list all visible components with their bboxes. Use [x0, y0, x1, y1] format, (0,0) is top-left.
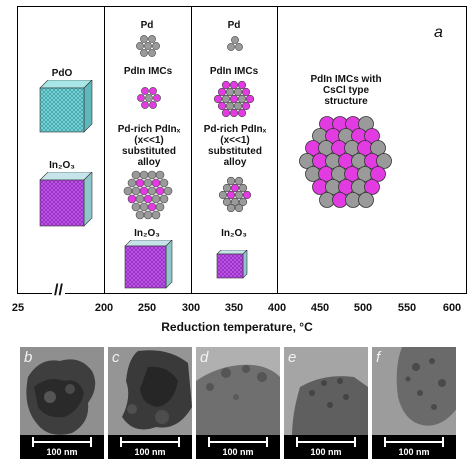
schematic-figure: a 25 200 250 300 350 400 450 500 550 600… [11, 6, 467, 334]
figure-frame [17, 6, 467, 294]
scale-label-d: 100 nm [222, 447, 254, 457]
tick-550: 550 [397, 302, 417, 314]
tick-250: 250 [137, 302, 157, 314]
label-pd-300: Pd [227, 20, 241, 31]
tick-200: 200 [94, 302, 114, 314]
tick-25: 25 [11, 302, 25, 314]
label-in2o3-300: In₂O₃ [221, 228, 247, 239]
tick-300: 300 [181, 302, 201, 314]
scale-bar-d [208, 437, 268, 447]
scale-label-f: 100 nm [398, 447, 430, 457]
tem-letter-f: f [376, 349, 381, 366]
label-pd-200: Pd [140, 20, 154, 31]
label-alloy-300: Pd-rich PdInₓ (x<<1) substituted alloy [203, 124, 267, 168]
tem-panel-d: d 100 nm [196, 347, 280, 459]
pdo-block [39, 80, 93, 133]
label-pdo: PdO [51, 68, 73, 79]
label-in2o3-200: In₂O₃ [134, 228, 160, 239]
label-cscl-imc: PdIn IMCs with CsCl type structure [310, 74, 382, 107]
scale-label-c: 100 nm [134, 447, 166, 457]
tem-panel-e: e 100 nm [284, 347, 368, 459]
tem-panel-f: f 100 nm [372, 347, 456, 459]
panel-label-a: a [434, 24, 443, 41]
scale-label-e: 100 nm [310, 447, 342, 457]
tem-panel-c: c 100 nm [108, 347, 192, 459]
tick-600: 600 [442, 302, 462, 314]
axis-title: Reduction temperature, °C [161, 320, 313, 334]
tem-letter-d: d [200, 349, 209, 366]
pd-cluster-200 [136, 35, 160, 57]
tick-400: 400 [267, 302, 287, 314]
divider-400 [277, 6, 278, 293]
divider-200 [104, 6, 105, 293]
imc-cluster-200 [137, 87, 161, 109]
label-imc-300: PdIn IMCs [209, 66, 259, 77]
tem-letter-e: e [288, 349, 297, 366]
tick-500: 500 [353, 302, 373, 314]
label-imc-200: PdIn IMCs [123, 66, 173, 77]
axis-break-mark: // [52, 282, 65, 300]
tem-strip: b 100 nm c 100 nm d 100 nm [20, 347, 458, 459]
in2o3-block-medium [124, 240, 173, 289]
scale-bar-f [384, 437, 444, 447]
scale-bar-e [296, 437, 356, 447]
tem-letter-b: b [24, 349, 33, 366]
alloy-cluster-300 [218, 176, 252, 212]
scale-bar-c [120, 437, 180, 447]
imc-cluster-300 [214, 80, 254, 118]
alloy-cluster-200 [123, 170, 173, 220]
label-in2o3-25: In₂O₃ [49, 160, 75, 171]
in2o3-block-large [39, 172, 93, 227]
label-alloy-200: Pd-rich PdInₓ (x<<1) substituted alloy [117, 124, 181, 168]
divider-300 [191, 6, 192, 293]
tem-panel-b: b 100 nm [20, 347, 104, 459]
pd-cluster-300 [227, 36, 243, 51]
scale-label-b: 100 nm [46, 447, 78, 457]
tick-350: 350 [224, 302, 244, 314]
tick-450: 450 [310, 302, 330, 314]
in2o3-block-small [216, 250, 248, 279]
tem-letter-c: c [112, 349, 120, 366]
scale-bar-b [32, 437, 92, 447]
cscl-imc-cluster [299, 116, 392, 208]
